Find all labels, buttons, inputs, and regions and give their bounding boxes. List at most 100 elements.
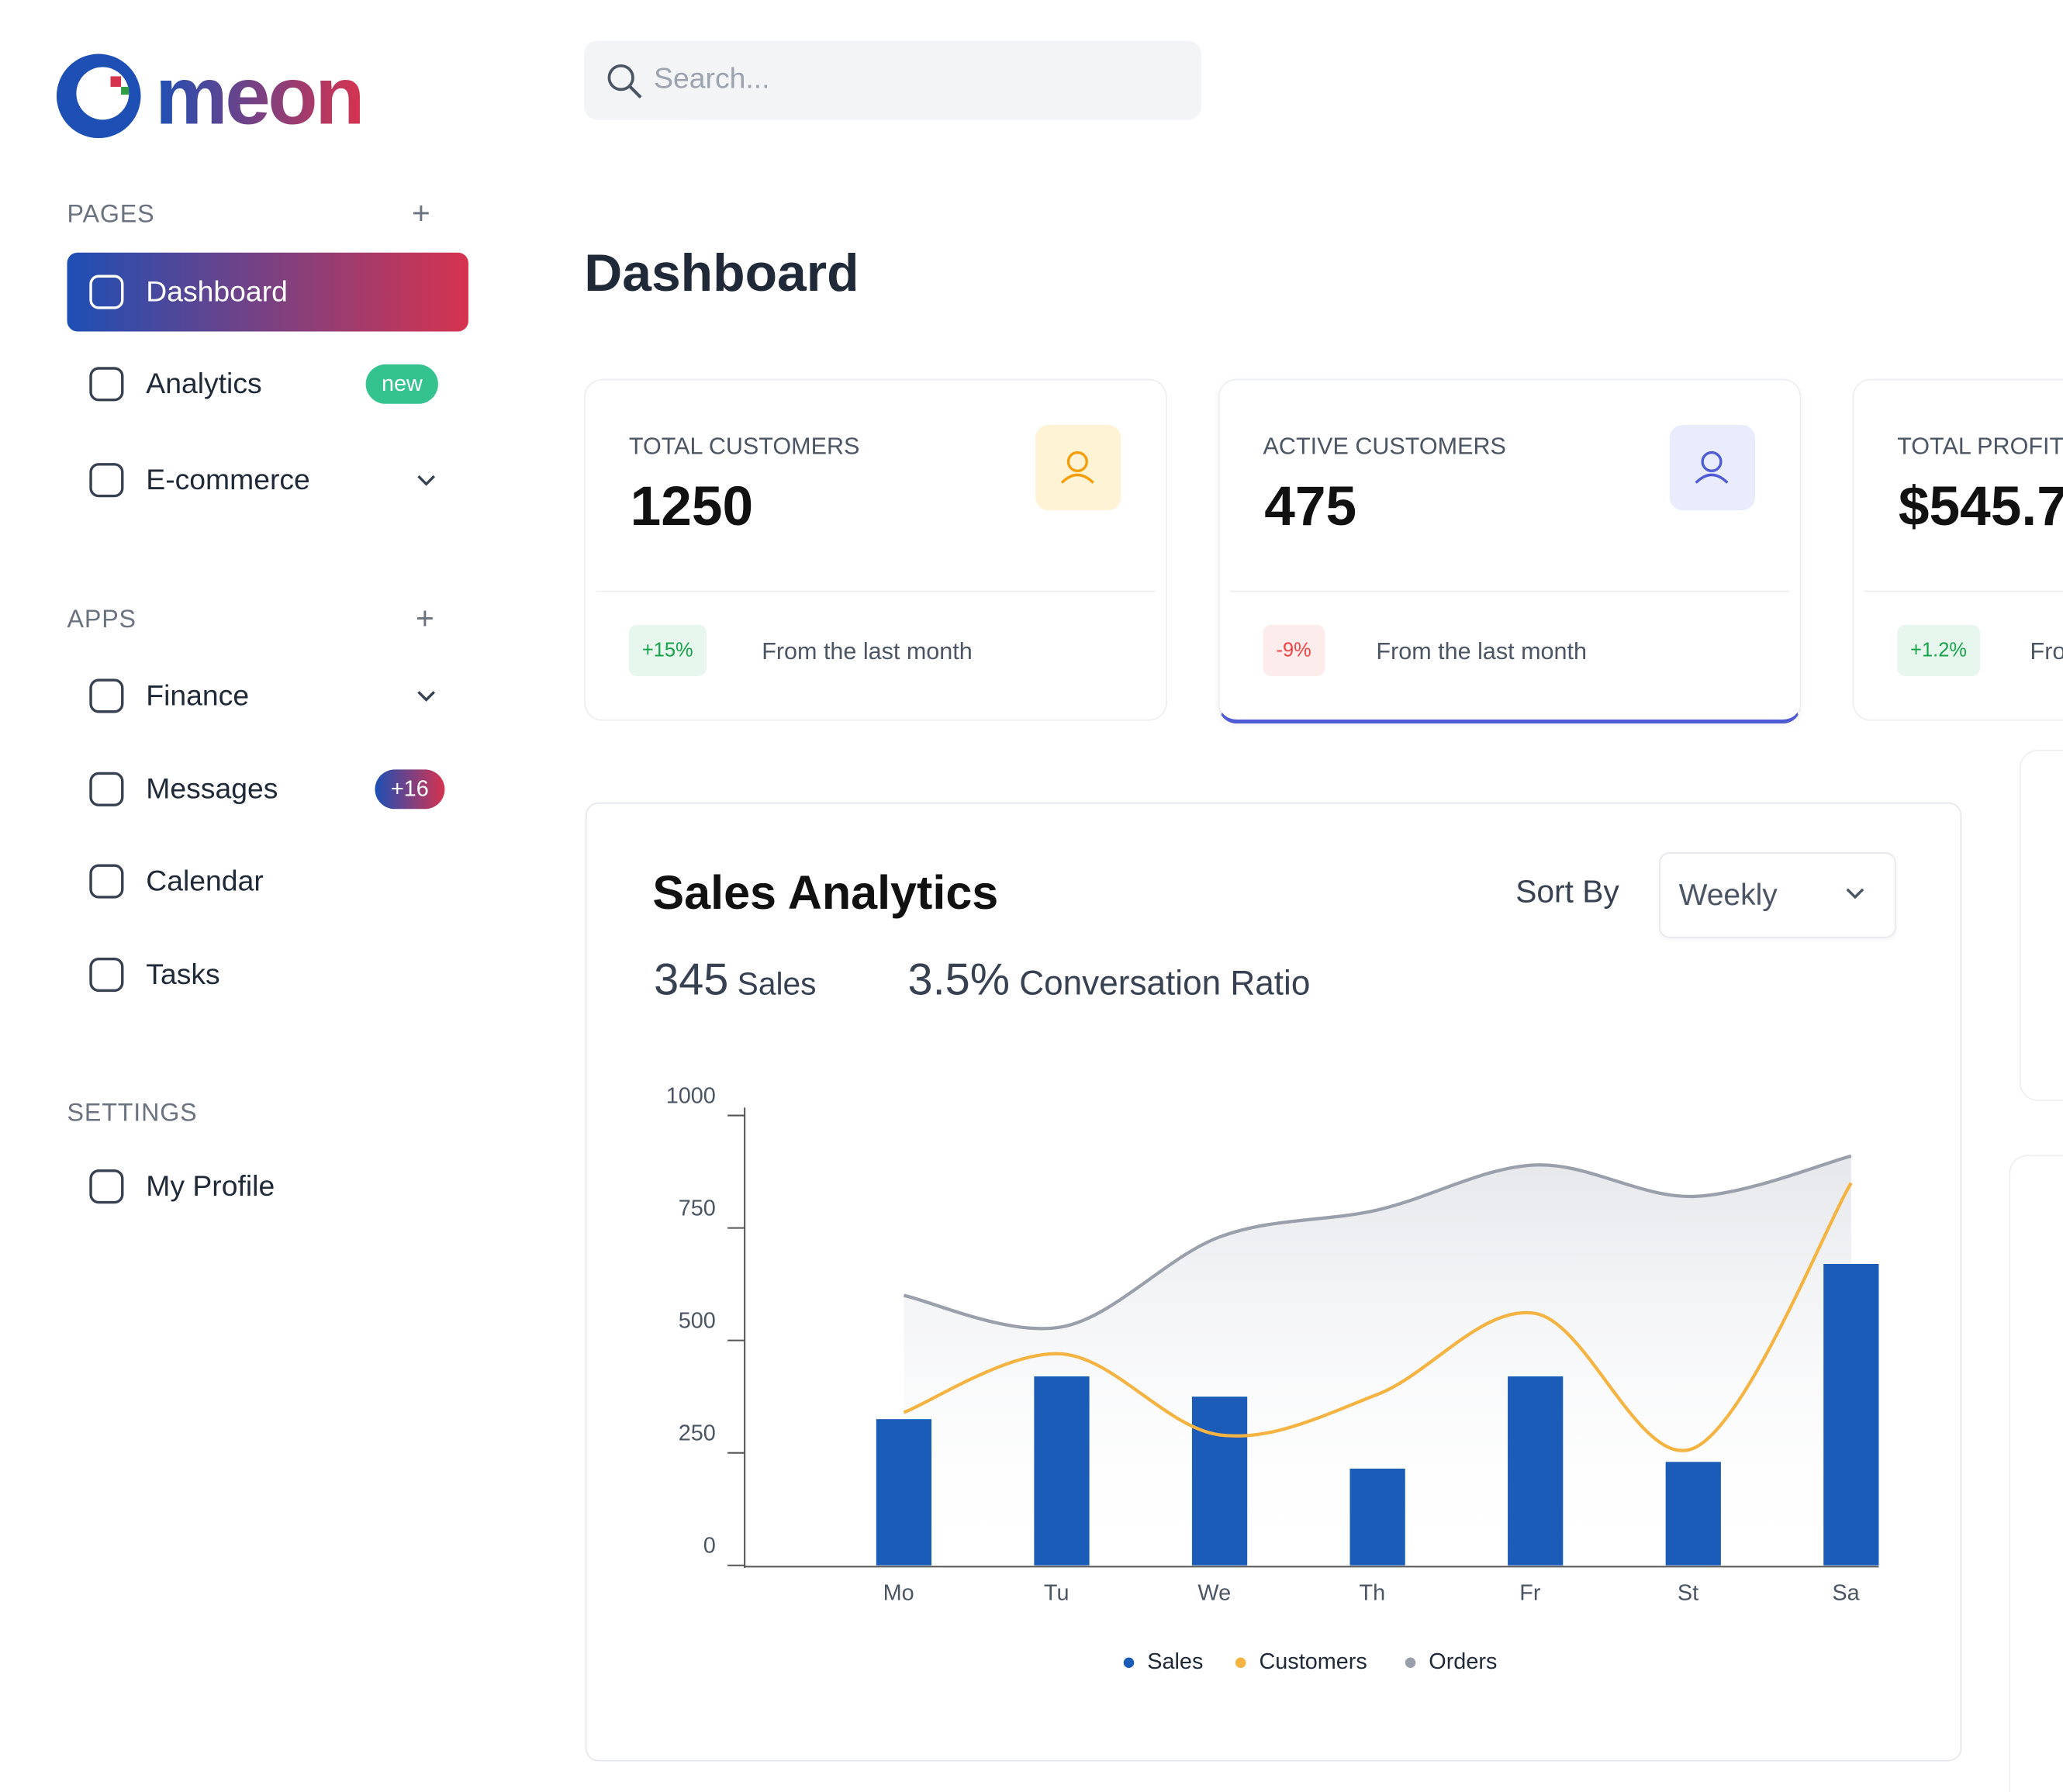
y-tick-label: 750 <box>679 1196 716 1221</box>
divider <box>1230 590 1790 592</box>
icon-shape <box>89 772 124 806</box>
card-note: From the last month <box>1376 637 1587 665</box>
card-note: From the last month <box>762 637 973 665</box>
nav-icon <box>89 367 124 402</box>
nav-item[interactable]: Finance <box>146 678 250 712</box>
search-placeholder: Search... <box>654 61 770 95</box>
nav-badge: +16 <box>375 769 445 810</box>
change-badge: +1.2% <box>1897 624 1981 676</box>
card-value: $545.7 <box>1898 475 2063 537</box>
y-tick-label: 1000 <box>666 1083 716 1108</box>
side-panel <box>2009 1155 2063 1792</box>
divider <box>1864 590 2063 592</box>
line <box>903 1182 1853 1452</box>
search-box[interactable]: Search... <box>584 40 1201 120</box>
stat-ratio: 3.5% Conversation Ratio <box>908 955 1311 1006</box>
icon-shape <box>1060 473 1094 484</box>
nav-item[interactable]: Analytics <box>146 367 262 400</box>
y-tick-label: 250 <box>679 1421 716 1446</box>
icon-shape <box>89 864 124 899</box>
area-line <box>904 1154 1852 1331</box>
x-tick-label: Fr <box>1519 1581 1541 1606</box>
legend-label: Orders <box>1429 1649 1497 1674</box>
page-title: Dashboard <box>584 244 859 303</box>
y-tick-label: 0 <box>703 1534 716 1559</box>
bar <box>1191 1397 1248 1566</box>
chevron <box>417 691 436 702</box>
icon-shape <box>89 957 124 993</box>
nav-item[interactable]: Messages <box>146 772 278 806</box>
x-tick-label: Mo <box>883 1581 914 1606</box>
stat-value: 3.5% <box>907 955 1010 1006</box>
icon <box>1695 451 1729 484</box>
y-tick-label: 500 <box>679 1308 716 1333</box>
section-title: SETTINGS <box>67 1100 198 1127</box>
nav-item[interactable]: Tasks <box>146 957 220 991</box>
side-panel <box>2019 749 2063 1101</box>
bar <box>1665 1462 1721 1566</box>
nav-icon <box>89 274 124 309</box>
bar <box>1349 1468 1405 1566</box>
nav-icon <box>89 1169 124 1204</box>
panel-title: Sales Analytics <box>652 865 999 920</box>
sort-label: Sort By <box>1515 875 1619 910</box>
active-bg <box>67 252 468 332</box>
nav-item[interactable]: E-commerce <box>146 463 310 496</box>
search-icon <box>607 64 642 98</box>
card-value: 475 <box>1264 475 1357 537</box>
icon-shape <box>89 1169 124 1204</box>
nav-item[interactable]: My Profile <box>146 1169 275 1203</box>
legend-dot <box>1123 1657 1135 1669</box>
chevron <box>1846 888 1864 899</box>
card-title: TOTAL CUSTOMERS <box>628 433 860 460</box>
icon-shape <box>89 463 124 498</box>
logo-text: meon <box>155 47 365 147</box>
area-fill <box>904 1155 1851 1566</box>
add-button: + <box>411 195 430 232</box>
nav-item[interactable]: Dashboard <box>146 274 288 308</box>
stat-card: ACTIVE CUSTOMERS 475 -9% From the last mont… <box>1218 378 1802 724</box>
sort-dropdown[interactable]: Weekly <box>1659 852 1896 938</box>
icon-shape <box>1066 451 1088 473</box>
bar <box>876 1419 932 1566</box>
stat-card: TOTAL PROFIT $545.7 +1.2% From the last mon… <box>1852 378 2063 721</box>
sales-panel <box>585 802 1962 1762</box>
add-button: + <box>416 601 434 637</box>
x-tick-label: Th <box>1360 1581 1386 1606</box>
change-badge: -9% <box>1263 624 1325 676</box>
card-title: ACTIVE CUSTOMERS <box>1263 433 1506 460</box>
divider <box>596 590 1156 592</box>
bar <box>1508 1376 1564 1566</box>
chevron <box>417 475 436 486</box>
legend-dot <box>1405 1657 1416 1669</box>
x-tick-label: Sa <box>1832 1581 1860 1606</box>
change-badge: +15% <box>628 624 707 676</box>
chevron-path <box>417 475 436 486</box>
nav-icon <box>89 772 124 806</box>
nav-icon <box>89 957 124 993</box>
nav-icon <box>89 864 124 899</box>
stat-card: TOTAL CUSTOMERS 1250 +15% From the last mon… <box>584 378 1167 721</box>
nav-icon <box>89 463 124 498</box>
nav-badge: new <box>365 364 439 404</box>
card-value: 1250 <box>630 475 754 537</box>
x-tick-label: We <box>1197 1581 1231 1606</box>
icon-shape <box>1701 451 1723 473</box>
section-title: APPS <box>67 606 136 634</box>
icon-shape <box>89 274 124 309</box>
nav-item[interactable]: Calendar <box>146 864 264 897</box>
chevron-path <box>417 691 436 702</box>
stat-label: Sales <box>737 966 817 1003</box>
card-title: TOTAL PROFIT <box>1897 433 2063 460</box>
legend-dot <box>1235 1657 1246 1669</box>
x-tick-label: Tu <box>1044 1581 1070 1606</box>
icon <box>1060 451 1094 484</box>
icon-shape <box>89 678 124 713</box>
x-tick-label: St <box>1678 1581 1698 1606</box>
card-icon <box>1035 424 1121 511</box>
section-title: PAGES <box>67 201 155 230</box>
sort-value: Weekly <box>1678 877 1778 912</box>
icon-shape <box>1695 473 1729 484</box>
